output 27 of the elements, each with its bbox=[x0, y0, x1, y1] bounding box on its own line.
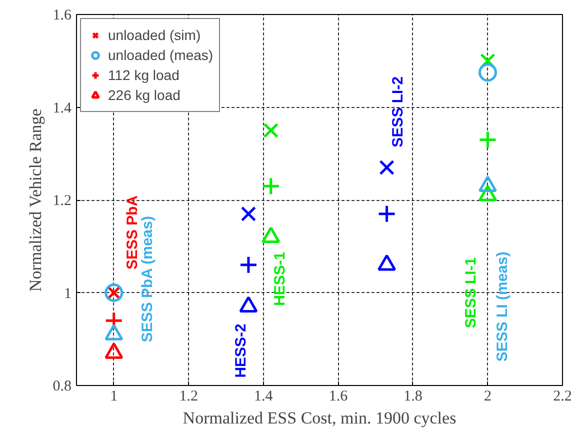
legend-label: unloaded (meas) bbox=[108, 46, 214, 64]
point bbox=[478, 63, 497, 82]
annotation: SESS PbA (meas) bbox=[139, 216, 156, 342]
y-tick-label: 1.2 bbox=[52, 193, 72, 209]
annotation: HESS-2 bbox=[232, 324, 250, 378]
annotation: SESS LI-2 bbox=[390, 76, 407, 148]
x-tick-label: 1.8 bbox=[404, 388, 422, 404]
legend-label: 226 kg load bbox=[108, 86, 180, 104]
y-tick-label: 1 bbox=[64, 286, 72, 302]
annotation: SESS LI (meas) bbox=[494, 252, 512, 362]
annotation: SESS PbA bbox=[124, 195, 142, 270]
x-tick-label: 2 bbox=[484, 388, 492, 404]
x-tick-label: 1 bbox=[110, 388, 118, 404]
y-tick-label: 0.8 bbox=[52, 378, 72, 394]
x-tick-label: 1.2 bbox=[179, 388, 198, 404]
x-axis-title: Normalized ESS Cost, min. 1900 cycles bbox=[182, 408, 456, 428]
annotation: SESS LI-1 bbox=[462, 257, 480, 328]
legend-label: unloaded (sim) bbox=[108, 26, 201, 44]
point bbox=[104, 342, 124, 359]
y-tick-label: 1.6 bbox=[52, 8, 72, 24]
x-tick-label: 1.4 bbox=[254, 388, 274, 404]
annotation: HESS-1 bbox=[272, 252, 289, 306]
x-tick-label: 2.2 bbox=[553, 388, 572, 404]
x-tick-label: 1.6 bbox=[328, 388, 348, 404]
legend-label: 112 kg load bbox=[108, 66, 180, 84]
y-axis-title: Normalized Vehicle Range bbox=[26, 108, 45, 292]
y-tick-label: 1.4 bbox=[52, 100, 72, 116]
